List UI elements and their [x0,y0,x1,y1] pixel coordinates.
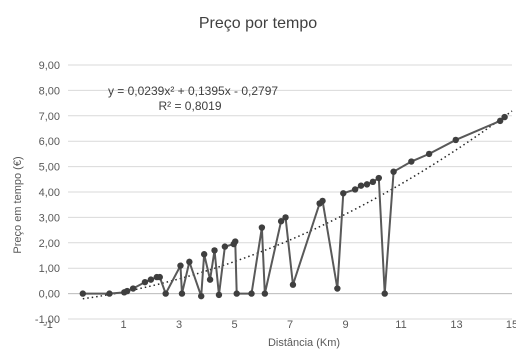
x-tick-label: 1 [120,319,126,331]
data-point [369,178,377,186]
data-point [147,276,155,283]
data-point [178,290,186,297]
y-tick-label: 3,00 [39,212,60,224]
data-point [381,290,388,297]
x-axis-title: Distância (Km) [268,337,340,349]
data-point [408,158,415,165]
data-point [200,251,208,258]
data-point [221,243,229,250]
trendline-equation: y = 0,0239x² + 0,1395x - 0,2797 [108,84,278,98]
data-point [156,273,163,281]
gridlines [68,64,512,320]
data-point [215,291,223,299]
data-point [334,285,341,292]
data-point [106,290,113,297]
trendline-r2: R² = 0,8019 [158,99,221,113]
x-tick-label: 7 [287,319,293,331]
data-point [390,168,397,175]
data-point [357,182,365,189]
data-point [141,278,149,286]
data-point [248,290,255,297]
data-point [186,258,193,266]
y-tick-label: 7,00 [39,111,60,123]
y-tick-label: 2,00 [39,238,60,250]
data-point [261,290,269,297]
data-point [162,290,169,297]
y-tick-label: 9,00 [39,60,60,72]
y-tick-label: 5,00 [39,162,60,174]
y-tick-label: -1,00 [35,314,60,326]
y-tick-label: 1,00 [39,263,60,275]
data-point [282,214,289,221]
y-axis-title: Preço em tempo (€) [12,156,24,253]
data-point [501,113,508,121]
data-point [363,181,371,188]
x-tick-label: -1 [43,319,53,331]
data-point [289,281,297,288]
x-tick-label: 3 [176,319,182,331]
y-tick-label: 8,00 [39,85,60,97]
data-point [375,174,382,182]
trendline [82,110,513,300]
data-point [277,218,285,225]
data-point [129,285,137,292]
x-tick-label: 5 [231,319,237,331]
data-point [211,247,218,254]
data-point [258,224,266,231]
y-tick-label: 4,00 [39,187,60,199]
data-point [124,287,131,295]
x-tick-label: 13 [450,319,462,331]
data-point [425,150,433,158]
data-point [198,292,205,300]
data-point [452,136,459,144]
series-line [82,116,506,297]
data-point [79,290,87,297]
x-tick-label: 11 [395,319,406,331]
data-point [177,262,184,269]
data-point [319,197,326,205]
data-points [79,113,508,300]
y-tick-label: 6,00 [39,136,60,148]
data-point [232,238,239,245]
data-point [496,117,504,125]
y-tick-labels: 9,00 8,00 7,00 6,00 5,00 4,00 3,00 2,00 1,00 0,00… [35,60,60,326]
data-point [340,190,347,197]
data-point [351,186,359,193]
x-tick-labels: -1 1 3 5 7 9 11 13 15 [43,319,516,331]
x-tick-label: 15 [506,319,516,331]
x-tick-label: 9 [342,319,348,331]
data-point [233,290,240,297]
chart-title: Preço por tempo [199,15,317,32]
data-point [206,276,214,283]
y-tick-label: 0,00 [39,289,60,301]
